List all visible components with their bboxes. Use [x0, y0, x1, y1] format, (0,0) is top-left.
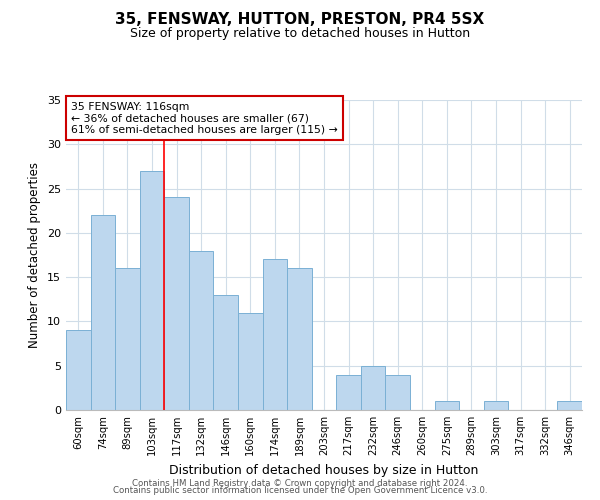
Bar — [557, 401, 582, 410]
Bar — [263, 260, 287, 410]
Bar — [214, 295, 238, 410]
Bar — [385, 374, 410, 410]
Bar — [336, 374, 361, 410]
Text: 35, FENSWAY, HUTTON, PRESTON, PR4 5SX: 35, FENSWAY, HUTTON, PRESTON, PR4 5SX — [115, 12, 485, 28]
Text: 35 FENSWAY: 116sqm
← 36% of detached houses are smaller (67)
61% of semi-detache: 35 FENSWAY: 116sqm ← 36% of detached hou… — [71, 102, 338, 134]
Bar — [287, 268, 312, 410]
Y-axis label: Number of detached properties: Number of detached properties — [28, 162, 41, 348]
Bar — [434, 401, 459, 410]
X-axis label: Distribution of detached houses by size in Hutton: Distribution of detached houses by size … — [169, 464, 479, 476]
Text: Contains public sector information licensed under the Open Government Licence v3: Contains public sector information licen… — [113, 486, 487, 495]
Bar — [140, 171, 164, 410]
Bar — [115, 268, 140, 410]
Bar — [164, 198, 189, 410]
Bar — [238, 312, 263, 410]
Bar — [91, 215, 115, 410]
Bar — [189, 250, 214, 410]
Bar — [361, 366, 385, 410]
Text: Contains HM Land Registry data © Crown copyright and database right 2024.: Contains HM Land Registry data © Crown c… — [132, 478, 468, 488]
Bar — [484, 401, 508, 410]
Text: Size of property relative to detached houses in Hutton: Size of property relative to detached ho… — [130, 28, 470, 40]
Bar — [66, 330, 91, 410]
